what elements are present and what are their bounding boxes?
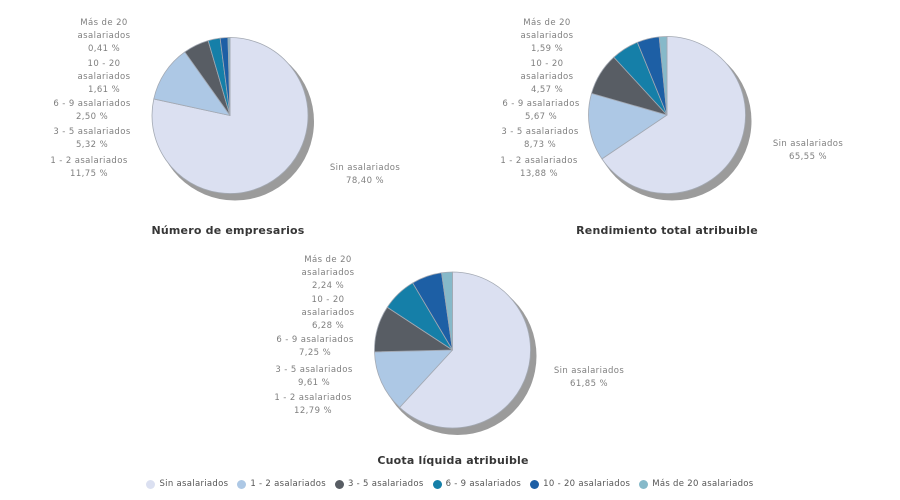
- legend-item: 6 - 9 asalariados: [432, 479, 522, 489]
- pie-chart-cuota-liquida-atribuible: [374, 271, 537, 435]
- pie-slice: [658, 36, 668, 116]
- legend-item: 10 - 20 asalariados: [530, 479, 630, 489]
- legend-swatch-icon: [146, 479, 156, 489]
- legend-label: Más de 20 asalariados: [652, 479, 754, 489]
- legend-item: 1 - 2 asalariados: [237, 479, 326, 489]
- legend-swatch-icon: [639, 479, 649, 489]
- legend-swatch-icon: [432, 479, 442, 489]
- pie-slice: [601, 36, 746, 194]
- legend-item: 3 - 5 asalariados: [334, 479, 424, 489]
- legend-label: 1 - 2 asalariados: [250, 479, 326, 489]
- legend: Sin asalariados 1 - 2 asalariados 3 - 5 as…: [0, 479, 900, 489]
- pie-slice: [441, 271, 453, 351]
- pie-chart-rendimiento-total-atribuible: [588, 36, 752, 201]
- legend-item: Más de 20 asalariados: [639, 479, 753, 489]
- legend-label: 3 - 5 asalariados: [347, 479, 424, 489]
- pie-slice: [399, 271, 531, 429]
- legend-swatch-icon: [334, 479, 344, 489]
- legend-label: 10 - 20 asalariados: [543, 479, 631, 489]
- pie-slice: [227, 37, 231, 116]
- pie-slice: [374, 349, 453, 408]
- legend-swatch-icon: [237, 479, 247, 489]
- legend-label: 6 - 9 asalariados: [445, 479, 522, 489]
- pie-chart-numero-de-empresarios: [151, 37, 314, 201]
- legend-label: Sin asalariados: [159, 479, 229, 489]
- legend-item: Sin asalariados: [146, 479, 228, 489]
- legend-swatch-icon: [530, 479, 540, 489]
